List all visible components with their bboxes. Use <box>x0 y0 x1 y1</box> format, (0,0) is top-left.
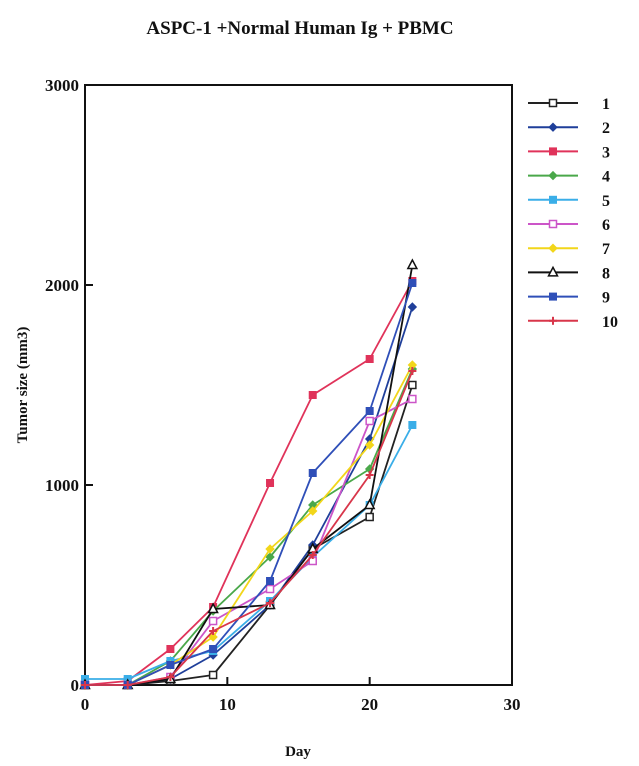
data-point <box>209 645 218 653</box>
x-tick-label: 20 <box>361 695 378 714</box>
x-tick-label: 30 <box>504 695 521 714</box>
data-point <box>81 681 89 689</box>
data-point <box>548 122 558 132</box>
series-1 <box>80 380 417 690</box>
data-point <box>549 147 557 156</box>
legend-label: 2 <box>602 120 610 137</box>
series-line <box>85 370 414 686</box>
series-line <box>85 282 414 686</box>
data-point <box>408 421 417 429</box>
data-point <box>548 170 558 181</box>
data-point <box>208 616 218 626</box>
data-point <box>408 380 417 390</box>
data-point <box>365 471 374 479</box>
legend-label: 6 <box>602 217 610 234</box>
data-point <box>406 258 419 270</box>
series-line <box>85 384 414 686</box>
data-point <box>209 627 218 635</box>
data-point <box>265 584 275 594</box>
legend-item: 3 <box>528 144 610 161</box>
x-axis-title: Day <box>285 744 311 760</box>
data-point <box>308 391 317 399</box>
legend-item: 10 <box>528 314 618 331</box>
data-point <box>548 219 558 229</box>
series-line <box>85 364 414 686</box>
y-tick-label: 2000 <box>45 276 79 295</box>
legend-item: 5 <box>528 193 610 210</box>
axes <box>84 84 513 686</box>
legend-label: 7 <box>602 241 610 258</box>
data-point <box>123 681 132 689</box>
legend-item: 1 <box>528 96 610 113</box>
legend-item: 8 <box>528 265 610 282</box>
y-tick-label: 0 <box>71 676 80 695</box>
data-point <box>548 243 558 253</box>
data-point <box>166 661 175 669</box>
data-point <box>207 602 219 614</box>
series-line <box>85 424 414 680</box>
legend-item: 4 <box>528 169 610 186</box>
data-point <box>208 632 218 642</box>
legend-label: 1 <box>602 96 610 113</box>
data-point <box>408 279 417 287</box>
data-point <box>363 498 376 510</box>
series-3 <box>81 277 417 689</box>
data-point <box>265 552 275 562</box>
data-point <box>408 367 417 375</box>
data-point <box>265 544 275 554</box>
data-point <box>365 416 374 426</box>
data-point <box>408 394 417 404</box>
legend-label: 10 <box>602 314 618 331</box>
data-point <box>166 645 175 653</box>
data-point <box>266 599 275 607</box>
legend-label: 5 <box>602 193 610 210</box>
ticks: 0 10 20 30 0 1000 2000 3000 <box>45 76 521 714</box>
plot-frame <box>84 84 513 686</box>
legend: 1 2 3 4 5 6 7 8 9 10 <box>528 96 618 331</box>
legend-label: 4 <box>602 169 610 186</box>
series-line <box>85 264 414 686</box>
series-group <box>79 258 419 690</box>
chart-title: ASPC-1 +Normal Human Ig + PBMC <box>146 18 453 39</box>
data-point <box>166 673 175 681</box>
legend-label: 3 <box>602 144 610 161</box>
x-tick-label: 0 <box>81 695 90 714</box>
data-point <box>266 479 275 487</box>
series-line <box>85 398 413 686</box>
data-point <box>407 302 418 312</box>
x-tick-label: 10 <box>219 695 236 714</box>
data-point <box>365 407 374 415</box>
series-10 <box>81 367 417 689</box>
y-tick-label: 1000 <box>45 476 79 495</box>
series-9 <box>81 279 417 689</box>
data-point <box>365 355 374 363</box>
y-axis-title: Tumor size (mm3) <box>15 327 31 444</box>
legend-item: 2 <box>528 120 610 137</box>
data-point <box>308 506 318 516</box>
data-point <box>548 98 558 108</box>
series-5 <box>81 421 417 683</box>
legend-item: 6 <box>528 217 610 234</box>
legend-item: 9 <box>528 290 610 307</box>
data-point <box>364 440 375 450</box>
y-tick-label: 3000 <box>45 76 79 95</box>
data-point <box>266 577 275 585</box>
data-point <box>547 265 559 277</box>
legend-item: 7 <box>528 241 610 258</box>
data-point <box>308 551 317 559</box>
legend-label: 9 <box>602 290 610 307</box>
data-point <box>365 512 374 522</box>
data-point <box>308 469 317 477</box>
data-point <box>208 670 218 680</box>
data-point <box>549 316 557 325</box>
legend-label: 8 <box>602 265 610 282</box>
series-line <box>85 368 414 686</box>
data-point <box>549 195 557 204</box>
data-point <box>549 292 557 301</box>
